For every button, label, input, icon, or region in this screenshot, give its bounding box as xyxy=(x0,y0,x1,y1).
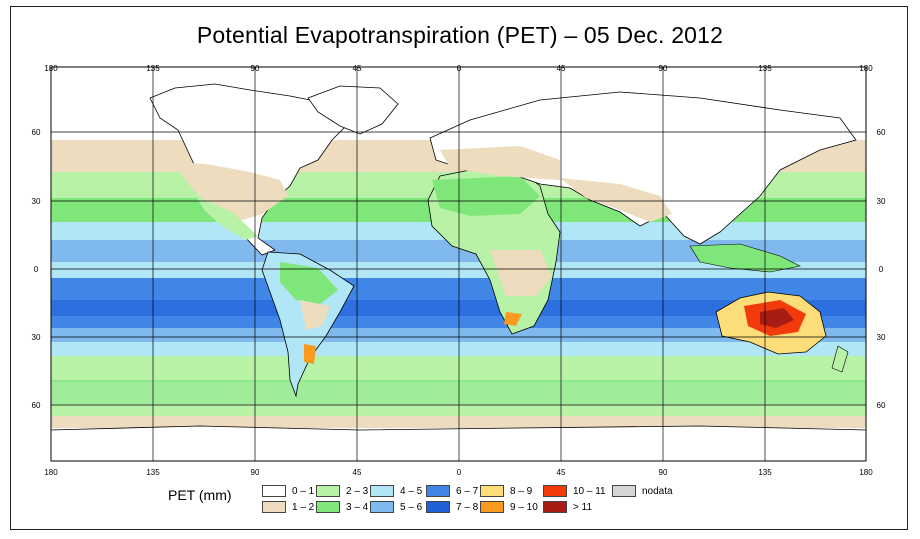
legend-item: 10 – 11 xyxy=(543,485,606,497)
lon-bottom-label: 135 xyxy=(146,468,160,477)
legend-swatch xyxy=(316,485,340,497)
lon-top-label: 90 xyxy=(659,64,668,73)
lon-bottom-label: 180 xyxy=(44,468,58,477)
legend-label: 3 – 4 xyxy=(346,501,369,513)
legend-label: nodata xyxy=(642,485,673,497)
pet-band-south-3-4 xyxy=(51,380,866,408)
legend-swatch xyxy=(370,501,394,513)
legend-item: 1 – 2 xyxy=(262,501,314,513)
lat-right-label: 30 xyxy=(877,197,886,206)
lat-left-label: 30 xyxy=(32,197,41,206)
legend-label: 4 – 5 xyxy=(400,485,423,497)
lon-bottom-label: 0 xyxy=(457,468,462,477)
south-america-pet-1-2 xyxy=(300,300,330,330)
legend-swatch xyxy=(612,485,636,497)
lat-left-label: 0 xyxy=(34,265,39,274)
legend-title: PET (mm) xyxy=(168,487,232,503)
europe-pet-1-2 xyxy=(440,146,560,180)
south-africa-hotspot xyxy=(504,312,522,326)
lat-right-label: 30 xyxy=(877,333,886,342)
legend-label: 7 – 8 xyxy=(456,501,479,513)
lat-right-label: 60 xyxy=(877,401,886,410)
lon-top-label: 180 xyxy=(859,64,873,73)
lon-bottom-label: 45 xyxy=(557,468,566,477)
pet-band-south-1-2 xyxy=(51,416,866,428)
legend-label: > 11 xyxy=(573,501,592,513)
lat-left-label: 60 xyxy=(32,128,41,137)
sahara-pet-3-4 xyxy=(432,176,540,216)
legend-label: 9 – 10 xyxy=(510,501,538,513)
lon-bottom-label: 90 xyxy=(251,468,260,477)
lat-right-label: 0 xyxy=(879,265,884,274)
legend-swatch xyxy=(543,501,567,513)
lat-right-label: 60 xyxy=(877,128,886,137)
amazon-pet-3-4 xyxy=(280,262,338,304)
lon-bottom-label: 180 xyxy=(859,468,873,477)
central-africa-pet-1-2 xyxy=(490,250,552,296)
legend-item: 4 – 5 xyxy=(370,485,422,497)
figure-frame xyxy=(10,6,908,530)
greenland-landmass xyxy=(307,85,399,135)
australia-pet-over-11 xyxy=(760,308,794,328)
patagonia-hotspot xyxy=(304,344,316,364)
lon-top-label: 135 xyxy=(146,64,160,73)
legend-item: 7 – 8 xyxy=(426,501,478,513)
legend-item: 5 – 6 xyxy=(370,501,422,513)
north-america-pet-1-2 xyxy=(172,162,288,222)
legend-swatch xyxy=(316,501,340,513)
lat-left-label: 60 xyxy=(32,401,41,410)
legend-swatch xyxy=(262,501,286,513)
lon-top-label: 135 xyxy=(758,64,772,73)
legend-item: > 11 xyxy=(543,501,592,513)
lat-left-label: 30 xyxy=(32,333,41,342)
legend-item: nodata xyxy=(612,485,673,497)
legend-label: 2 – 3 xyxy=(346,485,369,497)
legend-item: 9 – 10 xyxy=(480,501,538,513)
legend-swatch xyxy=(480,501,504,513)
lon-top-label: 90 xyxy=(251,64,260,73)
legend-swatch xyxy=(370,485,394,497)
pet-band-south-4-5 xyxy=(51,342,866,358)
lon-bottom-label: 45 xyxy=(353,468,362,477)
legend-label: 10 – 11 xyxy=(573,485,606,497)
central-america-pet xyxy=(196,196,258,240)
map-title: Potential Evapotranspiration (PET) – 05 … xyxy=(196,22,724,48)
legend-item: 0 – 1 xyxy=(262,485,314,497)
legend-swatch xyxy=(426,501,450,513)
legend-item: 3 – 4 xyxy=(316,501,368,513)
legend-label: 8 – 9 xyxy=(510,485,533,497)
legend-swatch xyxy=(543,485,567,497)
map-border xyxy=(50,66,867,462)
graticule xyxy=(51,67,866,461)
lon-top-label: 0 xyxy=(457,64,462,73)
legend-label: 6 – 7 xyxy=(456,485,479,497)
lon-top-label: 45 xyxy=(557,64,566,73)
legend-swatch xyxy=(426,485,450,497)
pet-band-south-2-3 xyxy=(51,356,866,382)
legend-swatch xyxy=(480,485,504,497)
legend-label: 5 – 6 xyxy=(400,501,423,513)
legend-label: 1 – 2 xyxy=(292,501,315,513)
eurasia-landmass xyxy=(429,91,857,245)
legend-item: 8 – 9 xyxy=(480,485,532,497)
legend-item: 6 – 7 xyxy=(426,485,478,497)
legend-swatch xyxy=(262,485,286,497)
lon-top-label: 45 xyxy=(353,64,362,73)
lon-bottom-label: 135 xyxy=(758,468,772,477)
antarctica-landmass xyxy=(51,425,866,461)
legend-item: 2 – 3 xyxy=(316,485,368,497)
south-asia-pet-1-2 xyxy=(560,178,672,222)
new-zealand-landmass xyxy=(831,345,849,373)
lon-bottom-label: 90 xyxy=(659,468,668,477)
lon-top-label: 180 xyxy=(44,64,58,73)
legend-label: 0 – 1 xyxy=(292,485,315,497)
